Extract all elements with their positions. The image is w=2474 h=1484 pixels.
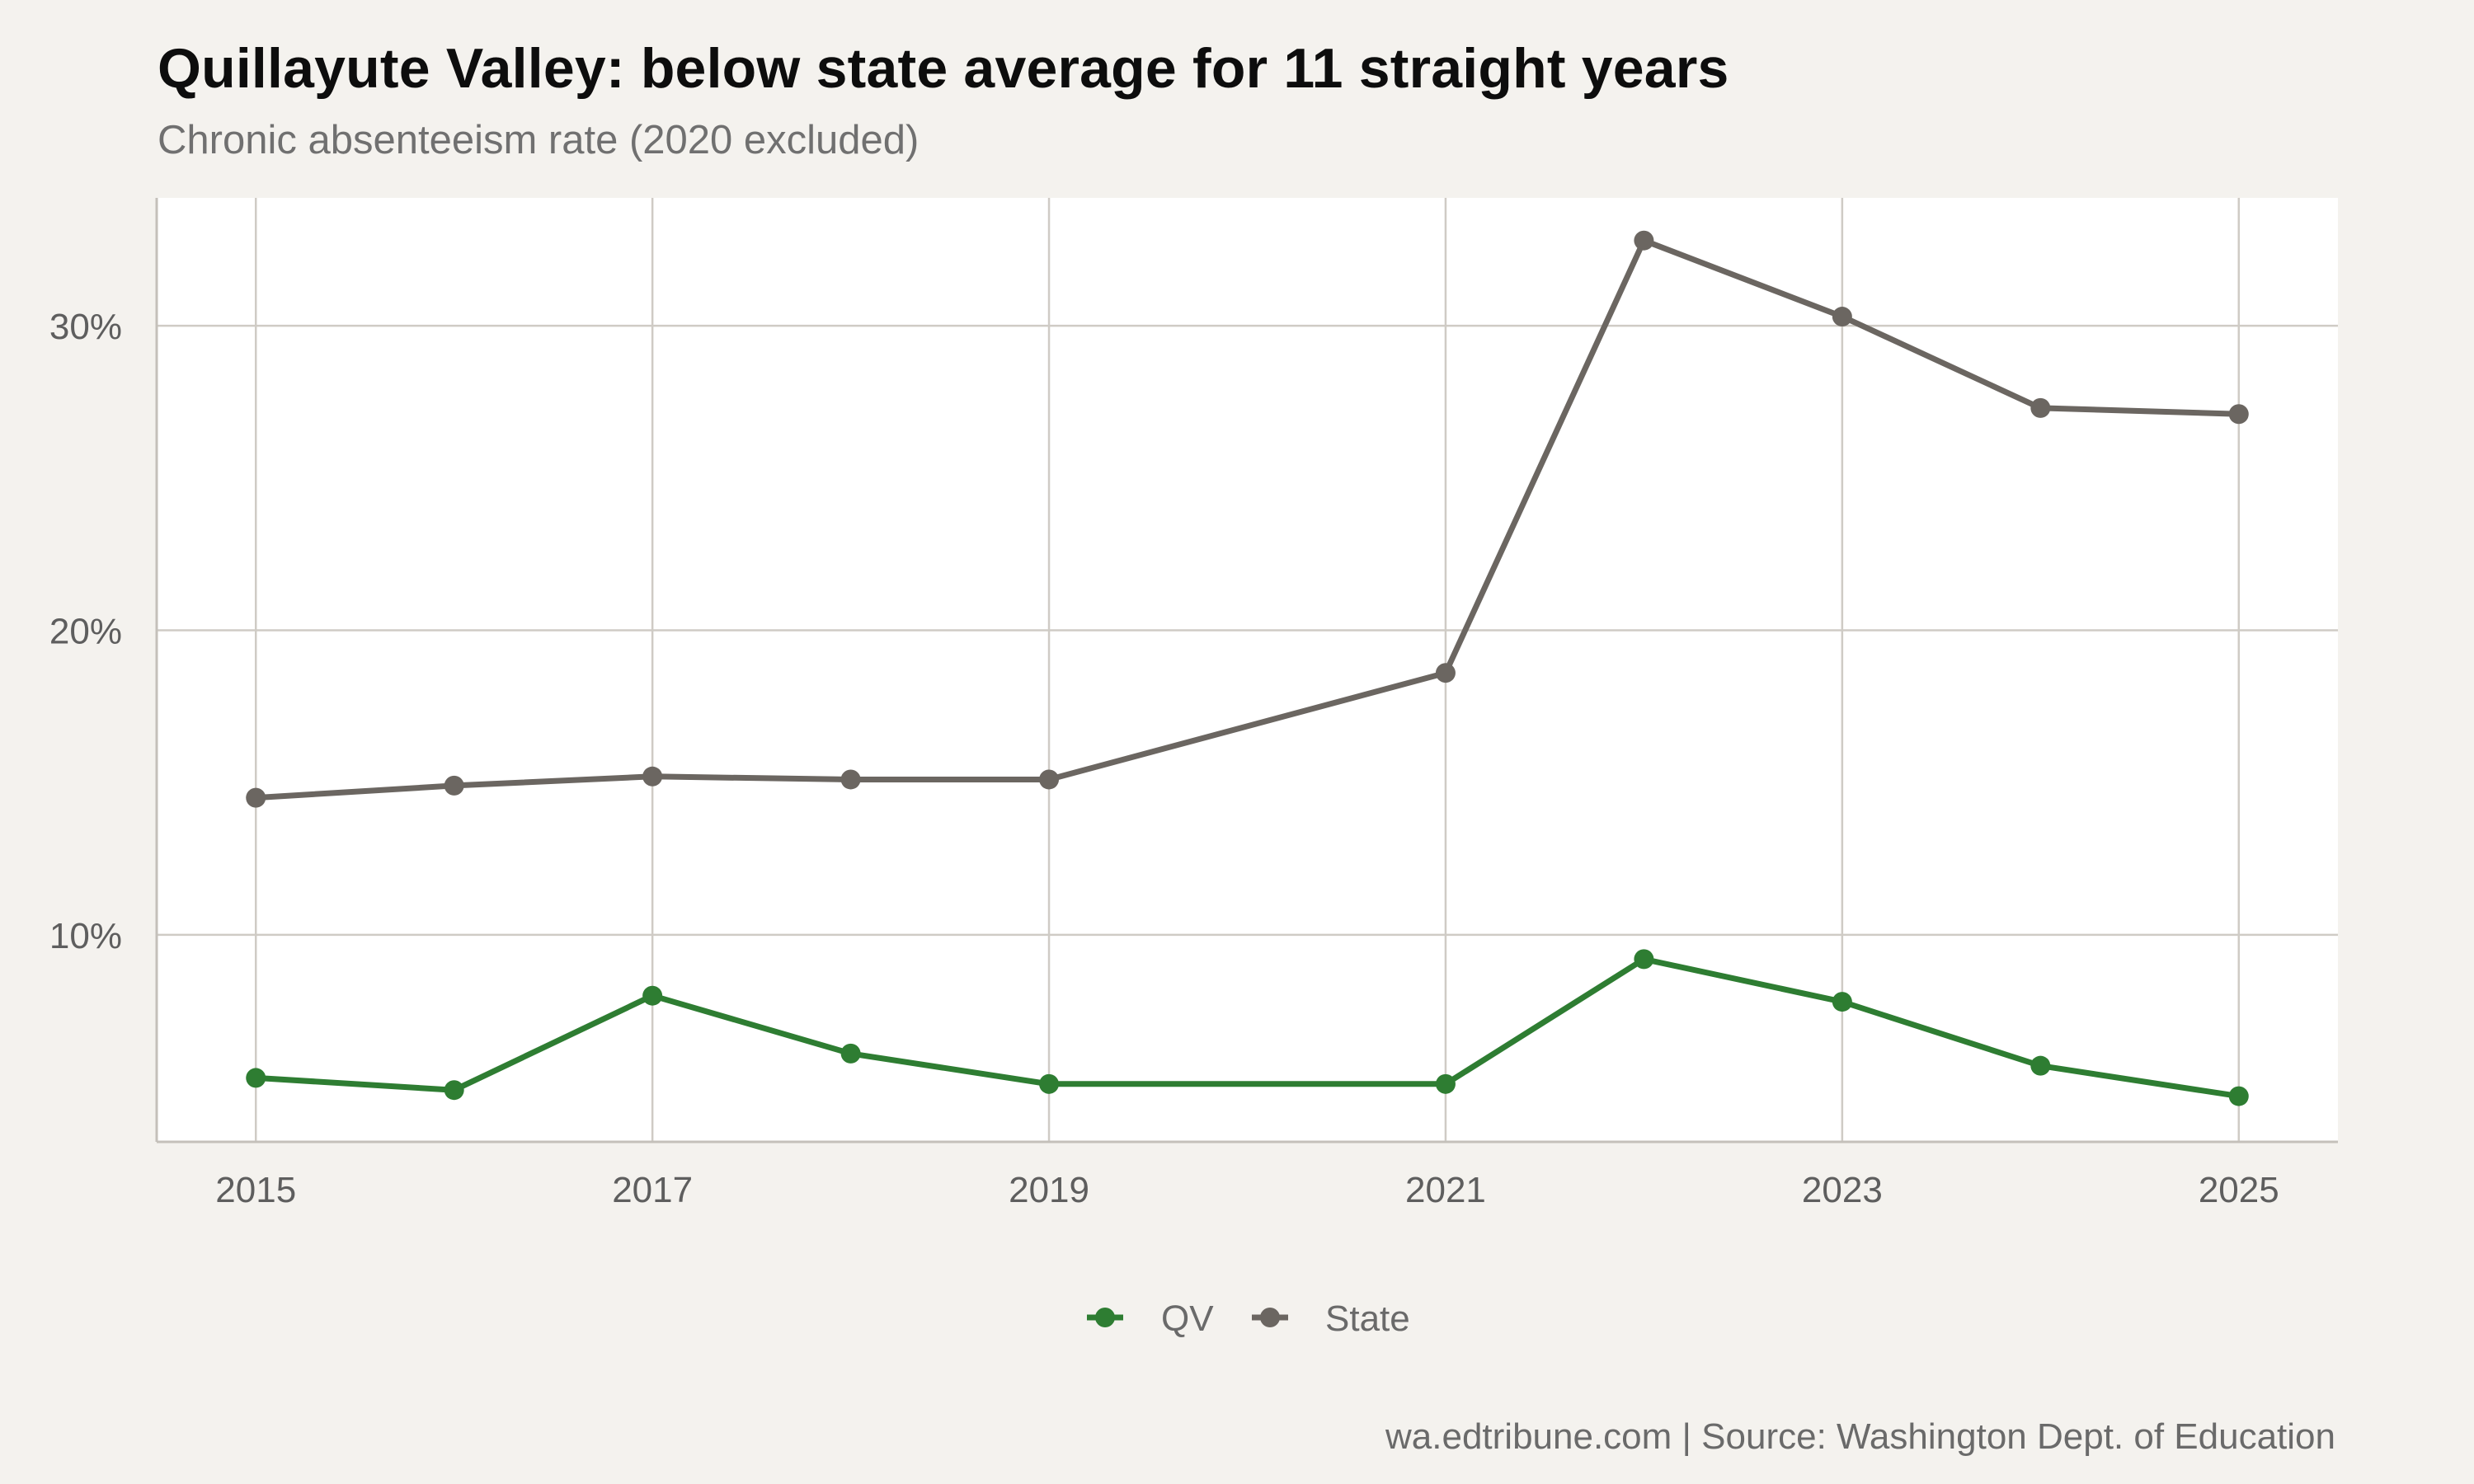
x-tick-label: 2019 bbox=[1009, 1170, 1089, 1210]
data-point-qv bbox=[1832, 992, 1852, 1012]
data-point-qv bbox=[1634, 949, 1654, 970]
data-point-state bbox=[2228, 404, 2249, 425]
data-point-state bbox=[1435, 663, 1456, 683]
series-state bbox=[246, 230, 2249, 808]
y-tick-label: 30% bbox=[49, 307, 122, 347]
data-point-qv bbox=[444, 1080, 464, 1101]
data-point-qv bbox=[840, 1043, 861, 1064]
legend-item-state: State bbox=[1252, 1298, 1410, 1339]
data-point-qv bbox=[2030, 1055, 2051, 1076]
data-point-state bbox=[2030, 397, 2051, 418]
legend-item-qv: QV bbox=[1087, 1298, 1214, 1339]
series-line-state bbox=[252, 237, 2242, 801]
y-tick-label: 20% bbox=[49, 611, 122, 651]
x-tick-label: 2021 bbox=[1405, 1170, 1486, 1210]
y-tick-label: 10% bbox=[49, 916, 122, 956]
legend: QV State bbox=[1087, 1298, 1410, 1339]
chart-subtitle: Chronic absenteeism rate (2020 excluded) bbox=[158, 118, 920, 162]
series-group bbox=[246, 230, 2249, 1106]
legend-marker-state bbox=[1260, 1308, 1280, 1327]
x-tick-label: 2017 bbox=[612, 1170, 693, 1210]
data-point-state bbox=[1634, 230, 1654, 251]
chart-title: Quillayute Valley: below state average f… bbox=[158, 37, 1729, 100]
data-point-state bbox=[444, 775, 464, 796]
data-point-state bbox=[246, 787, 266, 808]
data-point-state bbox=[1039, 769, 1060, 790]
data-point-qv bbox=[246, 1068, 266, 1088]
grid-lines bbox=[157, 198, 2338, 1142]
data-point-qv bbox=[2228, 1086, 2249, 1106]
data-point-state bbox=[642, 766, 663, 787]
x-tick-label: 2023 bbox=[1802, 1170, 1883, 1210]
data-point-state bbox=[1832, 307, 1852, 327]
source-caption: wa.edtribune.com | Source: Washington De… bbox=[1385, 1416, 2335, 1457]
x-tick-label: 2025 bbox=[2199, 1170, 2279, 1210]
plot-panel bbox=[157, 198, 2338, 1142]
series-qv bbox=[246, 949, 2249, 1106]
x-tick-label: 2015 bbox=[215, 1170, 296, 1210]
data-point-state bbox=[840, 769, 861, 790]
series-line-qv bbox=[252, 956, 2242, 1100]
data-point-qv bbox=[1435, 1073, 1456, 1094]
legend-label-state: State bbox=[1325, 1298, 1410, 1339]
legend-marker-qv bbox=[1095, 1308, 1115, 1327]
legend-label-qv: QV bbox=[1161, 1298, 1214, 1339]
data-point-qv bbox=[642, 985, 663, 1006]
data-point-qv bbox=[1039, 1073, 1060, 1094]
axes: 2015 2017 2019 2021 2023 2025 10% 20% 30% bbox=[49, 198, 2338, 1210]
